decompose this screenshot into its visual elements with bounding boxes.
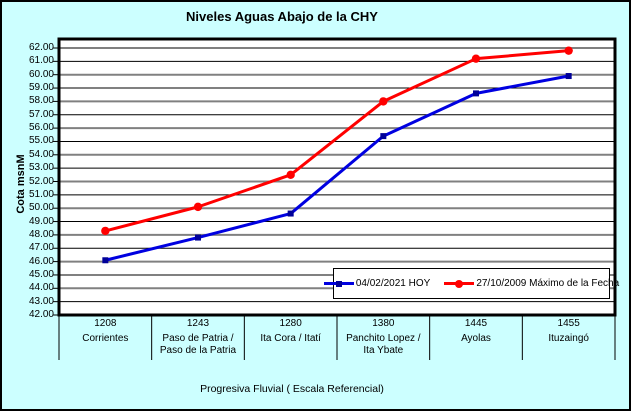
x-category-km: 1445: [432, 318, 521, 329]
x-category-name: Paso de la Patria: [154, 345, 243, 357]
data-point-marker: [564, 46, 572, 54]
x-category-km: 1380: [339, 318, 428, 329]
x-category-name: Ita Cora / Itatí: [246, 333, 335, 345]
x-category-km: 1280: [246, 318, 335, 329]
y-tick-label: 54.00: [10, 149, 54, 160]
y-tick-label: 46.00: [10, 256, 54, 267]
y-tick-label: 58.00: [10, 95, 54, 106]
legend-label-hoy: 04/02/2021 HOY: [356, 278, 431, 289]
x-category-label: 1380 Panchito Lopez /Ita Ybate: [339, 318, 428, 357]
x-category-label: 1445 Ayolas: [432, 318, 521, 345]
y-tick-label: 45.00: [10, 269, 54, 280]
y-tick-label: 49.00: [10, 216, 54, 227]
x-category-label: 1208 Corrientes: [61, 318, 150, 345]
x-category-name: Ituzaingó: [524, 333, 613, 345]
x-category-label: 1243 Paso de Patria /Paso de la Patria: [154, 318, 243, 357]
y-tick-label: 47.00: [10, 242, 54, 253]
y-tick-label: 59.00: [10, 82, 54, 93]
red-circle-line-icon: [444, 279, 474, 289]
data-point-marker: [566, 73, 572, 79]
x-category-name: Paso de Patria /: [154, 333, 243, 345]
y-tick-label: 50.00: [10, 202, 54, 213]
data-point-marker: [473, 90, 479, 96]
data-point-marker: [102, 257, 108, 263]
data-point-marker: [288, 211, 294, 217]
plot-area: [2, 2, 631, 411]
data-point-marker: [286, 171, 294, 179]
x-category-label: 1455 Ituzaingó: [524, 318, 613, 345]
y-tick-label: 56.00: [10, 122, 54, 133]
legend-item-maximo: 27/10/2009 Máximo de la Fecha: [444, 278, 619, 289]
x-category-name: Ita Ybate: [339, 345, 428, 357]
legend: 04/02/2021 HOY 27/10/2009 Máximo de la F…: [333, 268, 610, 299]
y-tick-label: 52.00: [10, 176, 54, 187]
legend-label-maximo: 27/10/2009 Máximo de la Fecha: [476, 278, 619, 289]
data-point-marker: [101, 227, 109, 235]
x-category-name: Panchito Lopez /: [339, 333, 428, 345]
blue-square-line-icon: [324, 279, 354, 289]
x-category-name: Ayolas: [432, 333, 521, 345]
data-point-marker: [380, 133, 386, 139]
y-tick-label: 42.00: [10, 309, 54, 320]
x-axis-title: Progresiva Fluvial ( Escala Referencial): [59, 383, 525, 395]
x-category-km: 1208: [61, 318, 150, 329]
data-point-marker: [472, 54, 480, 62]
x-category-name: Corrientes: [61, 333, 150, 345]
y-tick-label: 43.00: [10, 296, 54, 307]
data-point-marker: [379, 97, 387, 105]
y-tick-label: 55.00: [10, 135, 54, 146]
chart-frame: Niveles Aguas Abajo de la CHY Cota msnM …: [0, 0, 631, 411]
y-tick-label: 57.00: [10, 109, 54, 120]
y-tick-label: 61.00: [10, 55, 54, 66]
legend-item-hoy: 04/02/2021 HOY: [324, 278, 431, 289]
x-category-km: 1455: [524, 318, 613, 329]
y-tick-label: 53.00: [10, 162, 54, 173]
data-point-marker: [195, 235, 201, 241]
y-tick-label: 60.00: [10, 69, 54, 80]
y-tick-label: 44.00: [10, 282, 54, 293]
y-tick-label: 62.00: [10, 42, 54, 53]
data-point-marker: [194, 203, 202, 211]
x-category-label: 1280 Ita Cora / Itatí: [246, 318, 335, 345]
y-tick-label: 48.00: [10, 229, 54, 240]
x-category-km: 1243: [154, 318, 243, 329]
y-tick-label: 51.00: [10, 189, 54, 200]
